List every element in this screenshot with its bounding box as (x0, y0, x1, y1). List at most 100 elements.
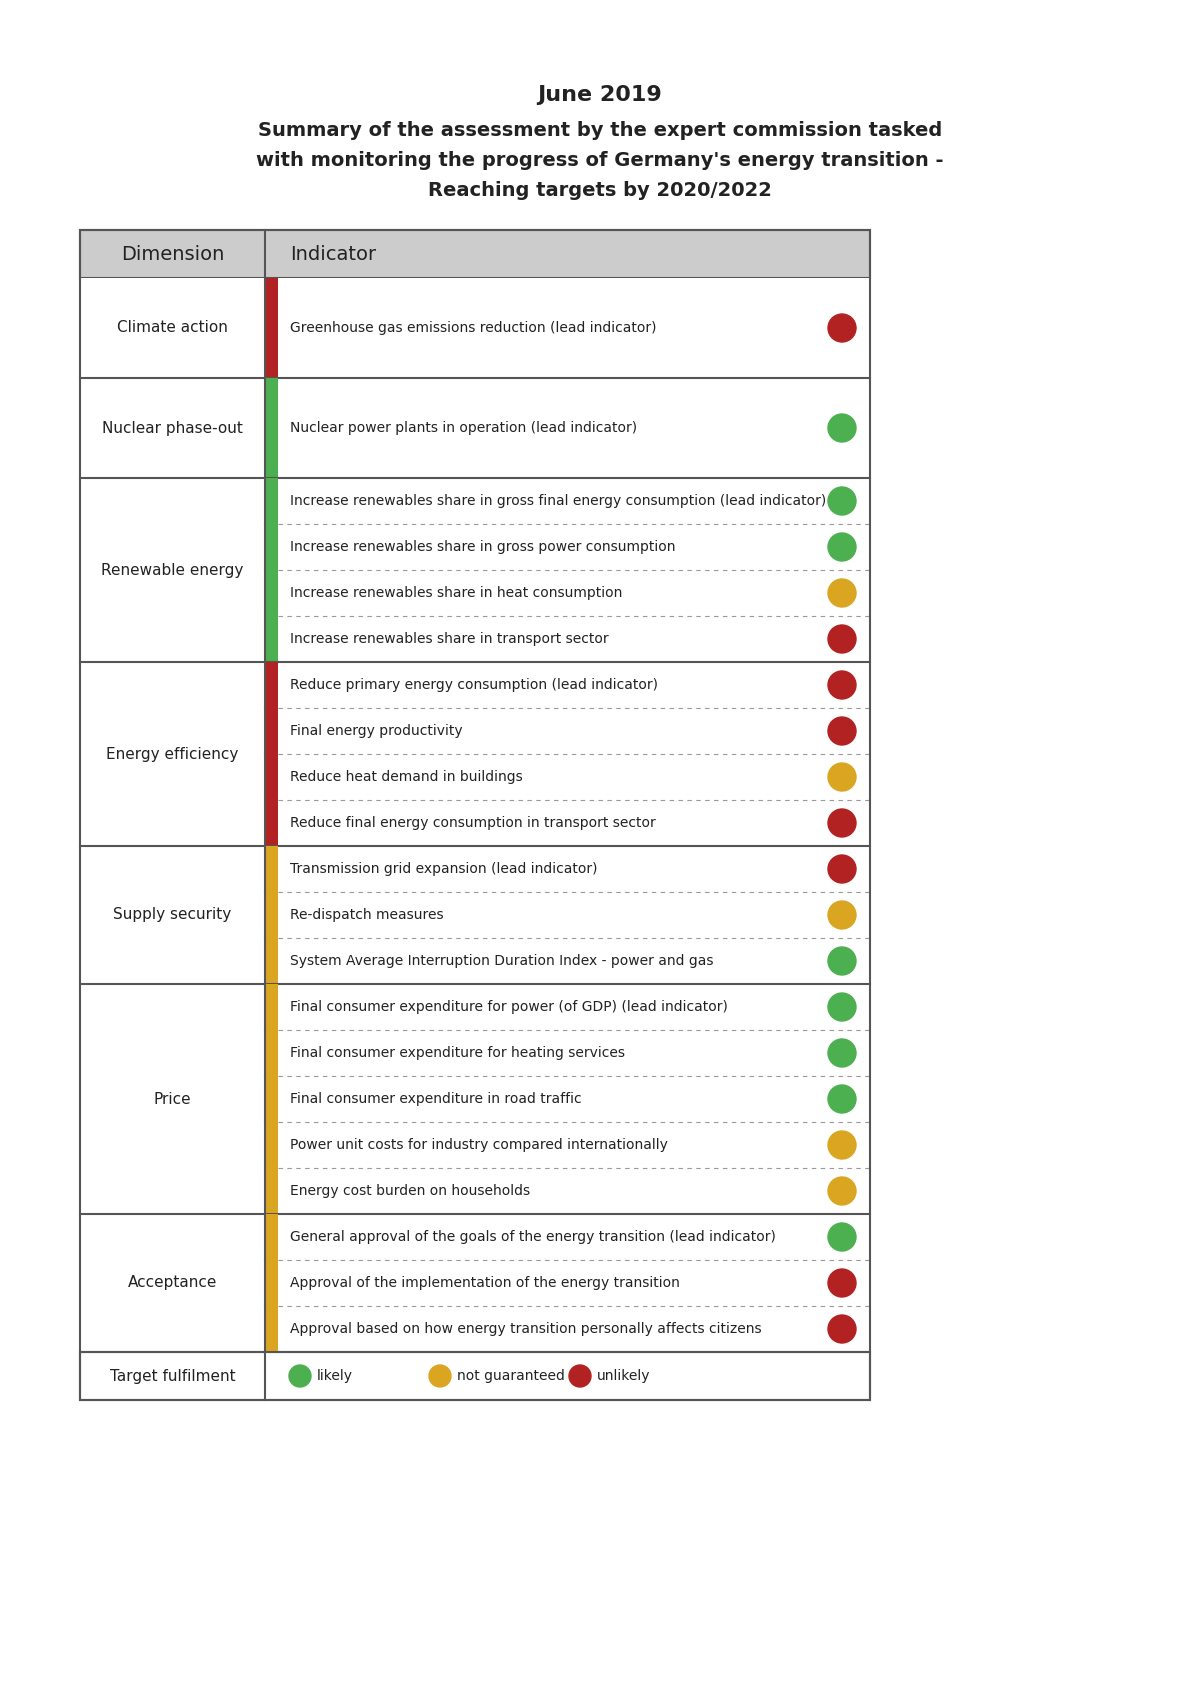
FancyBboxPatch shape (265, 278, 278, 378)
FancyBboxPatch shape (80, 378, 870, 479)
FancyBboxPatch shape (80, 1030, 870, 1076)
Circle shape (828, 1269, 856, 1297)
FancyBboxPatch shape (80, 708, 870, 753)
FancyBboxPatch shape (265, 378, 278, 479)
Text: Approval based on how energy transition personally affects citizens: Approval based on how energy transition … (290, 1322, 762, 1336)
Circle shape (828, 1130, 856, 1159)
Text: Reduce heat demand in buildings: Reduce heat demand in buildings (290, 770, 523, 784)
FancyBboxPatch shape (80, 847, 870, 893)
Text: Greenhouse gas emissions reduction (lead indicator): Greenhouse gas emissions reduction (lead… (290, 321, 656, 334)
Text: Indicator: Indicator (290, 244, 376, 263)
Circle shape (828, 533, 856, 562)
Text: Final energy productivity: Final energy productivity (290, 725, 463, 738)
Circle shape (828, 624, 856, 653)
Circle shape (828, 855, 856, 882)
FancyBboxPatch shape (265, 570, 278, 616)
Text: System Average Interruption Duration Index - power and gas: System Average Interruption Duration Ind… (290, 954, 714, 967)
FancyBboxPatch shape (80, 799, 870, 847)
FancyBboxPatch shape (265, 1168, 278, 1213)
Circle shape (828, 1039, 856, 1067)
Circle shape (828, 947, 856, 976)
Text: Price: Price (154, 1091, 191, 1106)
Text: with monitoring the progress of Germany's energy transition -: with monitoring the progress of Germany'… (257, 151, 943, 170)
FancyBboxPatch shape (265, 753, 278, 799)
Text: Re-dispatch measures: Re-dispatch measures (290, 908, 444, 921)
Text: Summary of the assessment by the expert commission tasked: Summary of the assessment by the expert … (258, 120, 942, 139)
Circle shape (828, 314, 856, 343)
Text: June 2019: June 2019 (538, 85, 662, 105)
Text: Final consumer expenditure for heating services: Final consumer expenditure for heating s… (290, 1045, 625, 1061)
Text: Increase renewables share in heat consumption: Increase renewables share in heat consum… (290, 585, 623, 601)
Text: Target fulfilment: Target fulfilment (109, 1368, 235, 1383)
Text: Climate action: Climate action (118, 321, 228, 336)
FancyBboxPatch shape (265, 893, 278, 938)
Circle shape (828, 1224, 856, 1251)
Circle shape (828, 414, 856, 441)
Text: Supply security: Supply security (113, 908, 232, 923)
FancyBboxPatch shape (80, 662, 870, 708)
FancyBboxPatch shape (80, 231, 870, 278)
Text: Final consumer expenditure for power (of GDP) (lead indicator): Final consumer expenditure for power (of… (290, 1000, 728, 1015)
Text: Approval of the implementation of the energy transition: Approval of the implementation of the en… (290, 1276, 680, 1290)
FancyBboxPatch shape (80, 1076, 870, 1122)
FancyBboxPatch shape (265, 1259, 278, 1307)
Text: Nuclear phase-out: Nuclear phase-out (102, 421, 242, 436)
FancyBboxPatch shape (80, 616, 870, 662)
Text: Renewable energy: Renewable energy (101, 562, 244, 577)
FancyBboxPatch shape (265, 799, 278, 847)
FancyBboxPatch shape (80, 938, 870, 984)
FancyBboxPatch shape (80, 1213, 870, 1259)
Text: Transmission grid expansion (lead indicator): Transmission grid expansion (lead indica… (290, 862, 598, 876)
FancyBboxPatch shape (265, 847, 278, 893)
FancyBboxPatch shape (265, 1076, 278, 1122)
FancyBboxPatch shape (80, 570, 870, 616)
FancyBboxPatch shape (265, 1213, 278, 1259)
FancyBboxPatch shape (80, 1259, 870, 1307)
FancyBboxPatch shape (80, 479, 870, 524)
Text: Dimension: Dimension (121, 244, 224, 263)
Circle shape (289, 1364, 311, 1386)
FancyBboxPatch shape (80, 984, 870, 1030)
FancyBboxPatch shape (265, 616, 278, 662)
Text: Energy efficiency: Energy efficiency (107, 747, 239, 762)
FancyBboxPatch shape (80, 1168, 870, 1213)
Circle shape (828, 718, 856, 745)
Text: Acceptance: Acceptance (128, 1276, 217, 1290)
Circle shape (828, 901, 856, 928)
Text: Reduce final energy consumption in transport sector: Reduce final energy consumption in trans… (290, 816, 655, 830)
Text: General approval of the goals of the energy transition (lead indicator): General approval of the goals of the ene… (290, 1230, 776, 1244)
FancyBboxPatch shape (265, 708, 278, 753)
Circle shape (430, 1364, 451, 1386)
Circle shape (828, 764, 856, 791)
FancyBboxPatch shape (80, 1353, 870, 1400)
Text: likely: likely (317, 1369, 353, 1383)
Text: unlikely: unlikely (598, 1369, 650, 1383)
Text: Power unit costs for industry compared internationally: Power unit costs for industry compared i… (290, 1139, 668, 1152)
FancyBboxPatch shape (265, 938, 278, 984)
Text: Increase renewables share in gross final energy consumption (lead indicator): Increase renewables share in gross final… (290, 494, 827, 507)
FancyBboxPatch shape (80, 1307, 870, 1353)
Circle shape (828, 670, 856, 699)
Circle shape (828, 487, 856, 514)
Text: Nuclear power plants in operation (lead indicator): Nuclear power plants in operation (lead … (290, 421, 637, 434)
FancyBboxPatch shape (80, 524, 870, 570)
Circle shape (828, 1315, 856, 1342)
Circle shape (828, 579, 856, 608)
Text: Reduce primary energy consumption (lead indicator): Reduce primary energy consumption (lead … (290, 679, 658, 692)
FancyBboxPatch shape (265, 1030, 278, 1076)
Circle shape (828, 809, 856, 837)
Circle shape (828, 1084, 856, 1113)
FancyBboxPatch shape (265, 984, 278, 1030)
FancyBboxPatch shape (265, 1307, 278, 1353)
Text: not guaranteed: not guaranteed (457, 1369, 565, 1383)
Circle shape (569, 1364, 592, 1386)
Text: Reaching targets by 2020/2022: Reaching targets by 2020/2022 (428, 180, 772, 200)
Text: Final consumer expenditure in road traffic: Final consumer expenditure in road traff… (290, 1091, 582, 1106)
Circle shape (828, 1178, 856, 1205)
FancyBboxPatch shape (80, 753, 870, 799)
FancyBboxPatch shape (265, 524, 278, 570)
FancyBboxPatch shape (265, 479, 278, 524)
FancyBboxPatch shape (265, 1122, 278, 1168)
Circle shape (828, 993, 856, 1022)
FancyBboxPatch shape (80, 893, 870, 938)
